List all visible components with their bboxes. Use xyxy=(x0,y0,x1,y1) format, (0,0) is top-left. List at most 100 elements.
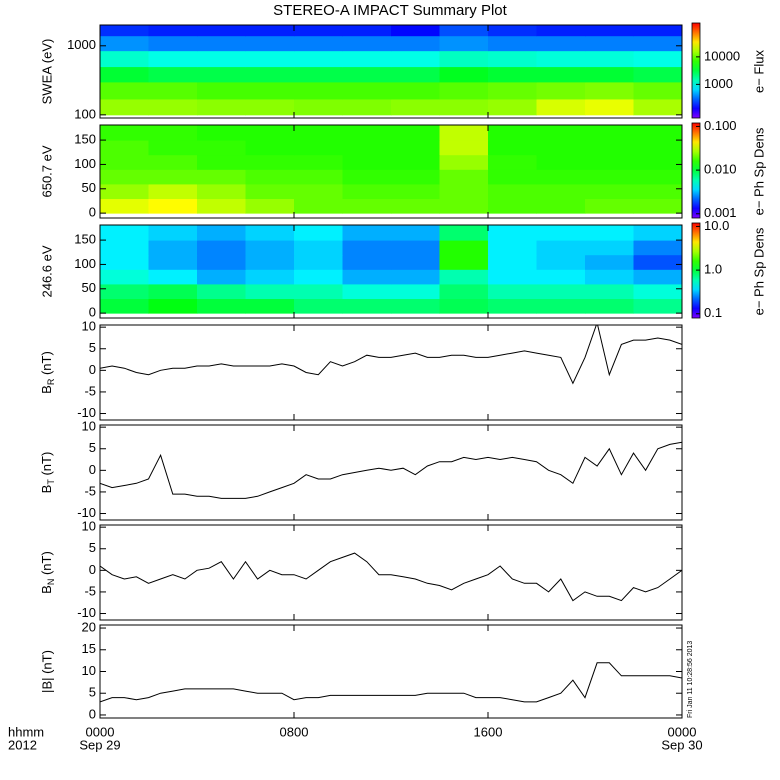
panel-1 xyxy=(100,125,682,214)
heat-cell xyxy=(585,25,634,37)
heat-cell xyxy=(391,98,440,116)
heat-cell xyxy=(148,169,198,185)
y-label-main: B xyxy=(39,385,54,394)
panel-5 xyxy=(100,552,682,602)
heat-cell xyxy=(197,283,246,300)
y-label-main: B xyxy=(39,585,54,594)
heat-cell xyxy=(342,98,392,116)
y-tick-label: 100 xyxy=(74,156,96,171)
heat-cell xyxy=(148,183,198,200)
y-axis-label: BR (nT) xyxy=(39,351,56,394)
heat-cell xyxy=(245,81,295,100)
heat-cell xyxy=(197,240,246,256)
y-tick-label: 50 xyxy=(82,280,96,295)
heat-cell xyxy=(633,198,682,214)
y-label-unit: (nT) xyxy=(39,551,54,578)
y-tick-label: 10 xyxy=(82,319,96,334)
heat-cell xyxy=(342,225,392,241)
y-tick-label: 100 xyxy=(74,106,96,121)
y-tick-label: 10 xyxy=(82,419,96,434)
heat-cell xyxy=(633,98,682,116)
panel-0 xyxy=(100,25,682,116)
heat-cell xyxy=(100,283,149,300)
heat-cell xyxy=(536,25,586,37)
heat-cell xyxy=(585,169,634,185)
colorbar-tick-label: 10.0 xyxy=(704,218,729,233)
y-tick-label: 15 xyxy=(82,641,96,656)
heat-cell xyxy=(536,225,586,241)
panel-frame xyxy=(99,424,683,521)
heat-cell xyxy=(197,81,246,100)
heat-cell xyxy=(633,35,682,52)
y-tick-label: 5 xyxy=(89,540,96,555)
y-tick-label: 0 xyxy=(89,562,96,577)
heat-cell xyxy=(585,140,634,156)
heat-cell xyxy=(245,298,295,314)
heat-cell xyxy=(294,225,343,241)
y-label-main: B xyxy=(39,485,54,494)
y-tick-label: 0 xyxy=(89,305,96,320)
panel-frame xyxy=(99,324,683,421)
heat-cell xyxy=(391,50,440,68)
heat-cell xyxy=(197,198,246,214)
heat-cell xyxy=(148,254,198,270)
heat-cell xyxy=(294,283,343,300)
heat-cell xyxy=(148,154,198,170)
heat-cell xyxy=(100,66,149,83)
heat-cell xyxy=(245,35,295,52)
y-axis-label: 650.7 eV xyxy=(39,145,54,197)
heat-cell xyxy=(585,225,634,241)
heat-cell xyxy=(148,140,198,156)
heat-cell xyxy=(245,98,295,116)
heat-cell xyxy=(488,98,537,116)
heat-cell xyxy=(197,25,246,37)
panel-frame xyxy=(99,124,683,219)
panel-3 xyxy=(100,325,682,385)
y-tick-label: 0 xyxy=(89,362,96,377)
colorbar-label: e− Ph Sp Dens xyxy=(751,227,766,315)
colorbar xyxy=(691,22,701,119)
heat-cell xyxy=(294,154,343,170)
heat-cell xyxy=(342,269,392,285)
heat-cell xyxy=(342,198,392,214)
heat-cell xyxy=(488,125,537,141)
heat-cell xyxy=(439,298,489,314)
y-tick-label: -10 xyxy=(77,505,96,520)
y-label-sub: N xyxy=(46,579,56,586)
heat-cell xyxy=(100,183,149,200)
x-unit-label: hhmm xyxy=(8,724,44,739)
y-axis-label: |B| (nT) xyxy=(39,650,54,693)
heat-cell xyxy=(585,35,634,52)
heat-cell xyxy=(148,225,198,241)
heat-cell xyxy=(488,81,537,100)
heat-cell xyxy=(197,50,246,68)
heat-cell xyxy=(100,25,149,37)
heat-cell xyxy=(245,240,295,256)
heat-cell xyxy=(488,25,537,37)
colorbar-label: e− Flux xyxy=(751,50,766,93)
heat-cell xyxy=(197,225,246,241)
heat-cell xyxy=(197,269,246,285)
heat-cell xyxy=(488,269,537,285)
heat-cell xyxy=(633,183,682,200)
heat-cell xyxy=(148,66,198,83)
y-tick-label: 100 xyxy=(74,256,96,271)
heat-cell xyxy=(294,269,343,285)
heat-cell xyxy=(536,154,586,170)
heat-cell xyxy=(633,66,682,83)
heat-cell xyxy=(585,254,634,270)
heat-cell xyxy=(391,283,440,300)
heat-cell xyxy=(633,25,682,37)
heat-cell xyxy=(100,254,149,270)
heat-cell xyxy=(294,140,343,156)
data-line xyxy=(100,441,682,499)
panel-frame xyxy=(99,24,683,119)
heat-cell xyxy=(245,169,295,185)
heat-cell xyxy=(294,183,343,200)
heat-cell xyxy=(633,125,682,141)
y-label-unit: (nT) xyxy=(39,452,54,479)
colorbar-tick-label: 0.1 xyxy=(704,305,722,320)
y-tick-label: 5 xyxy=(89,340,96,355)
heat-cell xyxy=(633,240,682,256)
heat-cell xyxy=(439,240,489,256)
